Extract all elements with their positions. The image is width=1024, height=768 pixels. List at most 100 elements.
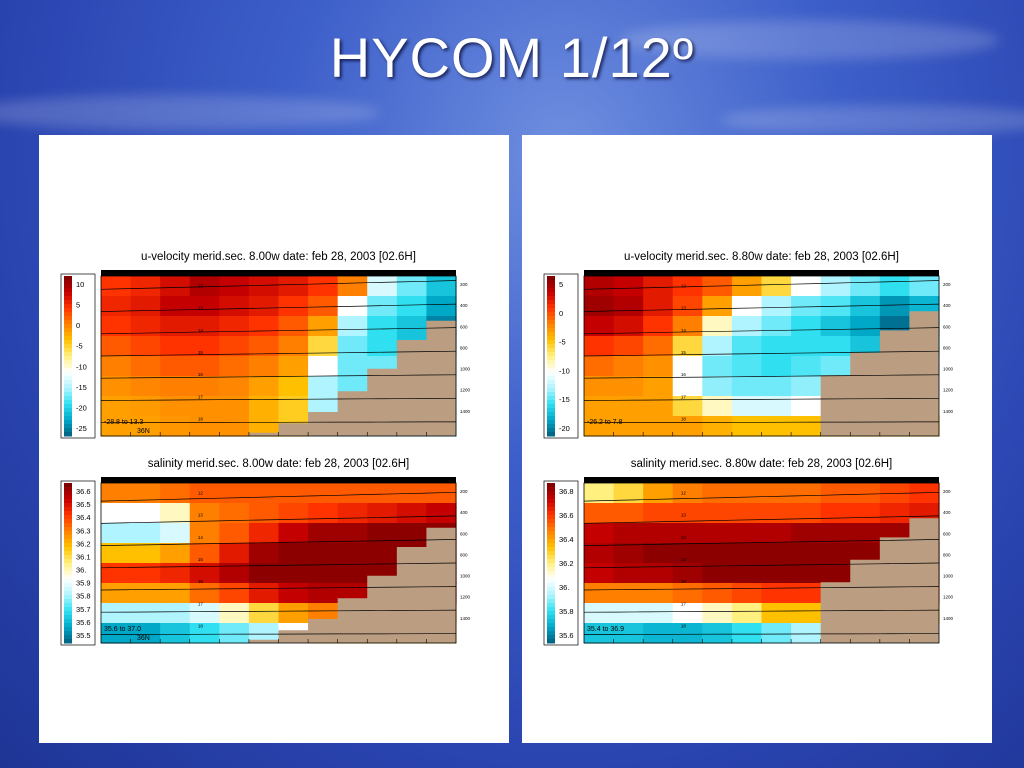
left-uvel-layer-label: 16 [198,372,204,377]
right-sal-cell [731,523,763,544]
left-sal-cell [248,523,280,544]
right-uvel-colorbar-segment [547,368,555,373]
left-sal-cell [101,603,132,624]
right-sal-cell [702,603,733,624]
left-sal-cell [337,543,368,564]
left-uvel-depth-tick: 800 [460,345,468,350]
right-figure-svg: u-velocity merid.sec. 8.80w date: feb 28… [543,251,954,646]
left-uvel-cell [189,376,220,397]
left-uvel-layer-label: 15 [198,350,204,355]
right-uvel-cell [850,336,881,357]
left-sal-cell [130,603,161,624]
left-sal-cell [101,623,132,644]
left-sal-colorbar-segment [64,607,72,612]
left-sal-cell [101,483,132,504]
right-uvel-colorbar-segment [547,416,555,421]
right-uvel-colorbar-segment [547,292,555,297]
left-sal-cell [130,503,161,524]
left-uvel-isopycnal-line [100,280,457,290]
left-sal-colorbar-segment [64,523,72,528]
left-sal-cell [189,523,220,544]
right-uvel-colorbar-segment [547,404,555,409]
right-uvel-isopycnal-line [583,327,940,335]
right-uvel-cell [613,396,644,417]
left-uvel-cell [189,316,220,337]
left-uvel-cell [160,416,191,437]
right-uvel-colorbar-segment [547,424,555,429]
left-sal-cell [367,483,398,504]
left-uvel-cell [219,356,250,377]
left-sal-colorbar-segment [64,507,72,512]
right-uvel-surface-bar [584,270,939,276]
left-sal-colorbar-segment [64,527,72,532]
right-uvel-cell [791,276,822,297]
left-sal-colorbar-segment [64,631,72,636]
right-sal-layer-label: 18 [681,624,687,629]
left-uvel-colorbar-tick: -25 [76,424,87,433]
right-uvel-cell [761,316,792,337]
left-sal-cell [248,623,280,644]
right-uvel-cell [791,396,822,417]
right-sal-depth-tick: 800 [943,552,951,557]
left-sal-cell [189,483,220,504]
left-uvel-cell [130,316,161,337]
left-sal-colorbar-segment [64,543,72,548]
left-uvel-isopycnal-line [100,303,457,312]
right-uvel-colorbar-tick: -15 [559,395,570,404]
left-uvel-cell [130,356,161,377]
left-uvel-cell [219,376,250,397]
left-uvel-colorbar-segment [64,348,72,353]
right-sal-depth-tick: 600 [943,531,951,536]
right-uvel-depth-tick: 1200 [943,388,954,393]
left-uvel-isopycnal-line [100,397,457,401]
left-uvel-cell [101,416,132,437]
right-uvel-cell [850,276,881,297]
right-sal-cell [791,583,822,604]
right-uvel-colorbar-segment [547,432,555,437]
left-sal-cell [367,523,398,544]
right-sal-cell [672,623,703,644]
right-uvel-cell [731,376,763,397]
left-uvel-cell [219,336,250,357]
right-sal-cell [643,503,674,524]
left-sal-cell [219,483,250,504]
right-sal-colorbar-segment [547,619,555,624]
slide-title: HYCOM 1/12º [329,26,695,89]
left-sal-colorbar-tick: 35.8 [76,592,91,601]
right-sal-cell [731,623,763,644]
left-uvel-colorbar-segment [64,280,72,285]
right-sal-isopycnal-line [583,491,940,502]
left-sal-colorbar-segment [64,555,72,560]
right-uvel-colorbar-segment [547,352,555,357]
right-uvel-colorbar-segment [547,392,555,397]
left-sal-cell [248,543,280,564]
right-sal-cell [672,563,703,584]
left-uvel-cell [308,336,339,357]
right-sal-colorbar-segment [547,615,555,620]
right-uvel-cell [643,376,674,397]
right-sal-cell [791,503,822,524]
left-sal-colorbar-segment [64,539,72,544]
left-uvel-cell [219,316,250,337]
right-uvel-cell [761,376,792,397]
right-uvel-colorbar-segment [547,276,555,281]
left-sal-colorbar-frame [60,480,96,646]
right-sal-layer-label: 16 [681,579,687,584]
left-sal-cell [101,503,132,524]
right-uvel-colorbar-segment [547,412,555,417]
left-uvel-colorbar-tick: 5 [76,301,80,310]
right-sal-colorbar-tick: 36.6 [559,511,574,520]
left-sal-colorbar-segment [64,551,72,556]
right-sal-cell [584,583,615,604]
left-uvel-colorbar-segment [64,356,72,361]
right-uvel-cell [613,276,644,297]
right-sal-cell [613,583,644,604]
left-uvel-cell [248,316,280,337]
left-sal-layer-label: 15 [198,557,204,562]
left-uvel-cell [189,276,220,297]
left-sal-colorbar-segment [64,511,72,516]
right-sal-colorbar-segment [547,611,555,616]
right-uvel-colorbar-segment [547,428,555,433]
right-uvel-cell [761,396,792,417]
left-sal-colorbar-segment [64,603,72,608]
